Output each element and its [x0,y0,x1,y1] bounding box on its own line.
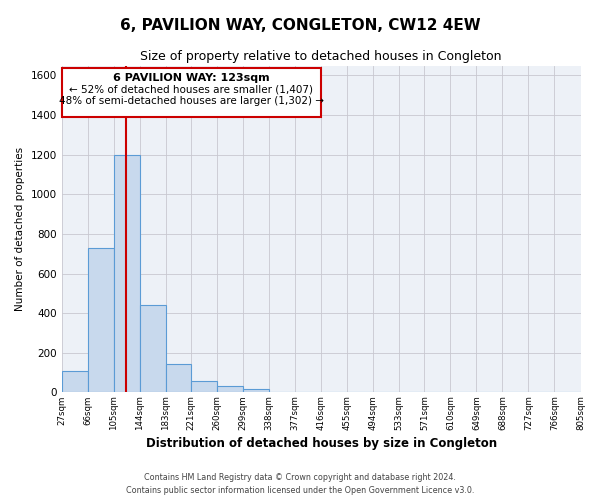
Text: 6, PAVILION WAY, CONGLETON, CW12 4EW: 6, PAVILION WAY, CONGLETON, CW12 4EW [119,18,481,32]
Bar [166,364,191,392]
Bar [243,390,269,392]
Bar [88,248,113,392]
Bar [217,386,243,392]
Bar [140,305,166,392]
FancyBboxPatch shape [62,68,321,117]
X-axis label: Distribution of detached houses by size in Congleton: Distribution of detached houses by size … [146,437,497,450]
Text: ← 52% of detached houses are smaller (1,407): ← 52% of detached houses are smaller (1,… [70,85,313,95]
Text: Contains HM Land Registry data © Crown copyright and database right 2024.
Contai: Contains HM Land Registry data © Crown c… [126,473,474,495]
Text: 48% of semi-detached houses are larger (1,302) →: 48% of semi-detached houses are larger (… [59,96,324,106]
Bar [191,380,217,392]
Text: 6 PAVILION WAY: 123sqm: 6 PAVILION WAY: 123sqm [113,74,269,84]
Y-axis label: Number of detached properties: Number of detached properties [15,147,25,311]
Bar [62,370,88,392]
Bar [113,154,140,392]
Title: Size of property relative to detached houses in Congleton: Size of property relative to detached ho… [140,50,502,63]
